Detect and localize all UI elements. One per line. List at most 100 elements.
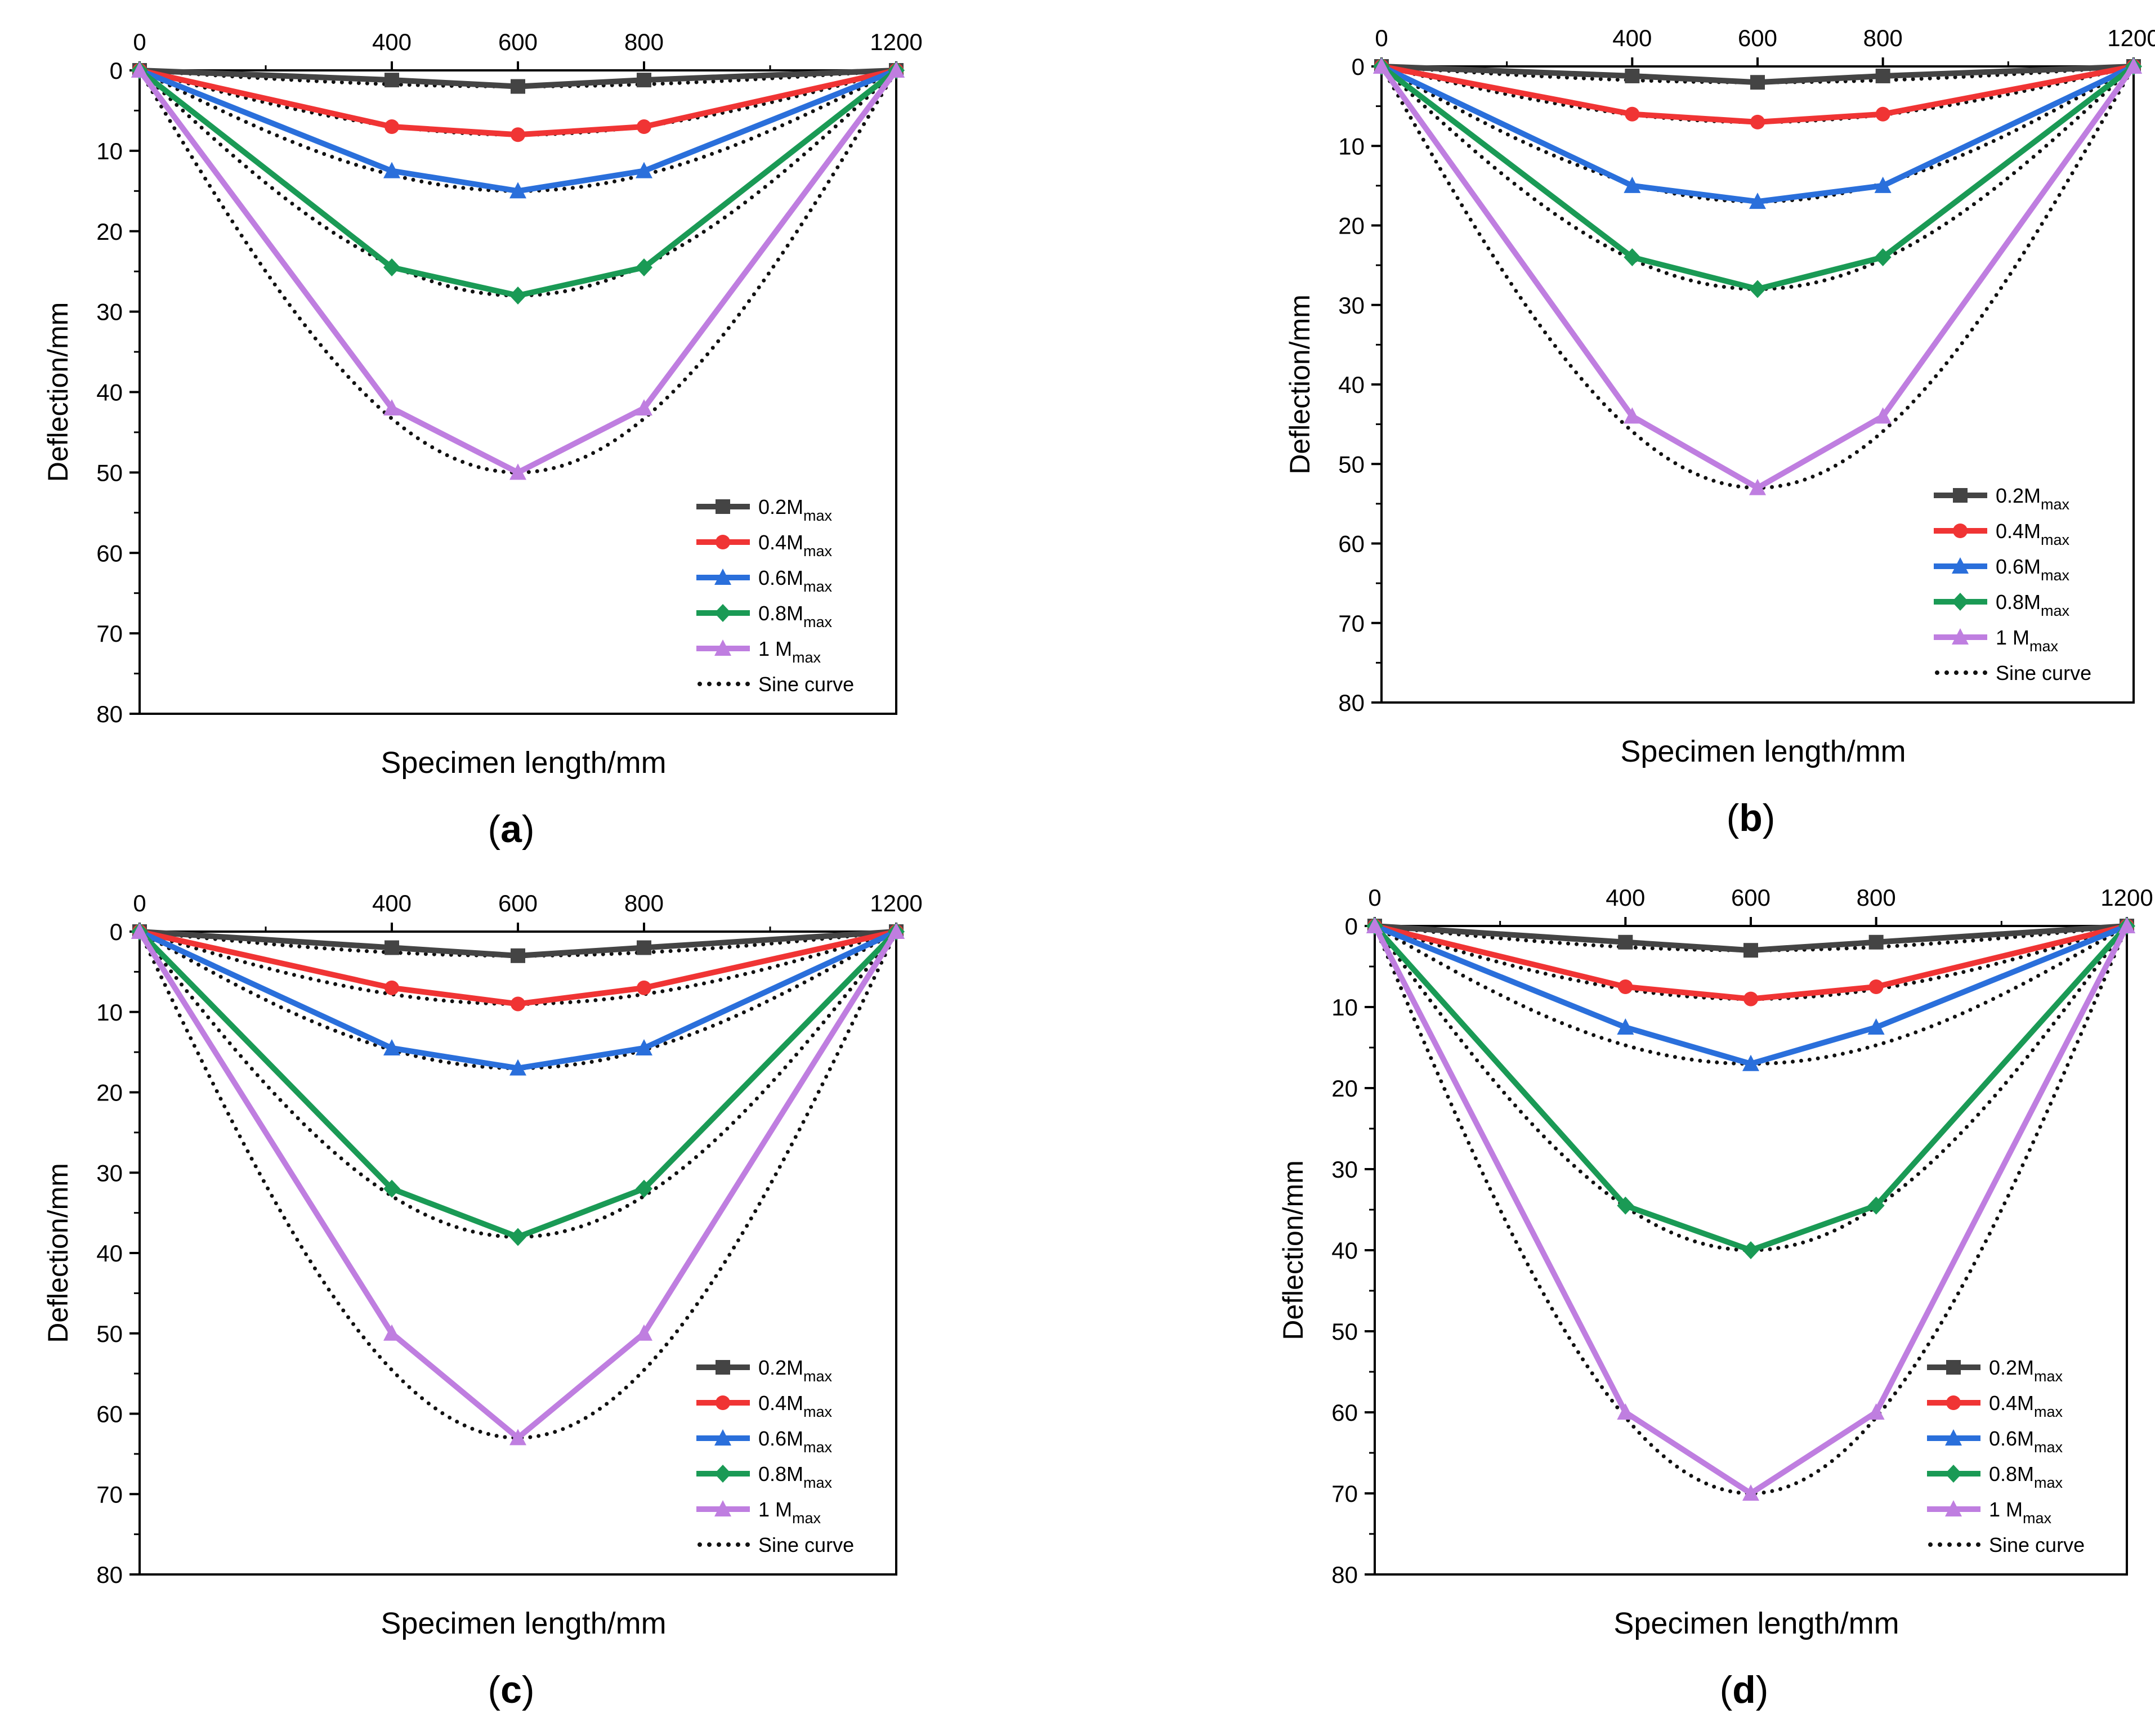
data-point (1749, 193, 1766, 209)
y-tick-label: 30 (1331, 1156, 1358, 1183)
y-tick-label: 10 (1338, 133, 1365, 159)
x-tick-label: 400 (1612, 25, 1652, 51)
panel-caption-open: ( (488, 1668, 500, 1711)
legend-label-base: 0.4M (1996, 520, 2041, 543)
legend-marker (1952, 593, 1969, 611)
legend-label-base: 0.8M (1989, 1462, 2034, 1486)
legend-label: 1 Mmax (758, 1498, 821, 1527)
legend-label: 0.6Mmax (758, 1427, 833, 1456)
data-point (1875, 106, 1890, 122)
legend-label-base: 0.6M (1989, 1427, 2034, 1450)
legend-marker (716, 1360, 730, 1375)
y-tick-label: 0 (110, 919, 123, 945)
data-point (636, 1179, 652, 1198)
x-tick-label: 800 (624, 29, 664, 55)
data-point (1743, 991, 1758, 1006)
data-point (637, 119, 651, 135)
legend-label: 1 Mmax (1996, 626, 2059, 655)
legend-label-base: 0.8M (1996, 590, 2041, 614)
legend-label: 0.2Mmax (1989, 1356, 2063, 1385)
sine-curve-0 (1379, 64, 2136, 84)
data-point (131, 61, 148, 78)
legend-label-sub: max (2034, 1368, 2063, 1385)
chart-panel-d: 0 400 600 800 1200 0 10 20 30 40 50 60 70 80 Deflectio… (1277, 884, 2153, 1711)
data-point (1617, 1403, 1634, 1420)
y-tick-label: 40 (96, 1240, 123, 1267)
data-point (1617, 1196, 1634, 1215)
data-point (1618, 979, 1633, 994)
y-tick-label: 20 (96, 1080, 123, 1106)
legend-marker (1946, 1395, 1961, 1410)
panel-caption-close: ) (1763, 797, 1776, 839)
data-point (1742, 1241, 1759, 1259)
x-tick-label: 800 (1857, 884, 1896, 911)
legend-label: 0.2Mmax (758, 495, 833, 524)
panel-caption-close: ) (522, 808, 535, 851)
y-tick-label: 60 (1338, 531, 1365, 557)
x-tick-label: 600 (1738, 25, 1777, 51)
legend-label-sub: max (2029, 638, 2059, 655)
x-tick-label: 1200 (2100, 884, 2153, 911)
data-point (509, 1429, 526, 1446)
data-point (383, 1039, 400, 1055)
data-point (384, 119, 399, 135)
data-point (1625, 106, 1640, 122)
legend-label-sub: max (803, 578, 833, 595)
x-tick-label: 800 (1863, 25, 1903, 51)
data-point (1749, 280, 1766, 298)
panel-caption-letter: b (1739, 797, 1763, 839)
legend-marker (1952, 557, 1969, 574)
data-point (636, 399, 652, 416)
panel-caption: (b) (1727, 797, 1776, 839)
data-point (2125, 57, 2142, 74)
y-tick-label: 60 (96, 540, 123, 566)
chart-panel-b: 0 400 600 800 1200 0 10 20 30 40 50 60 70 80 Deflectio… (1284, 25, 2155, 839)
y-tick-label: 30 (96, 1160, 123, 1186)
data-point (2118, 917, 2135, 933)
data-point (509, 1228, 526, 1246)
panel-caption-open: ( (1727, 797, 1740, 839)
legend-marker (714, 569, 731, 585)
panel-caption-letter: c (500, 1668, 522, 1711)
sine-curve-4 (137, 68, 898, 475)
legend-marker (714, 604, 731, 622)
legend-label-base: 1 M (1996, 626, 2029, 649)
x-axis-label: Specimen length/mm (1613, 1607, 1899, 1640)
data-point (888, 923, 905, 939)
legend-label-base: 0.6M (758, 1427, 803, 1450)
y-tick-label: 70 (1331, 1480, 1358, 1507)
panel-caption-letter: a (500, 808, 522, 851)
data-point (636, 1324, 652, 1341)
legend-marker (716, 535, 730, 549)
legend-label-sub: max (803, 1474, 833, 1491)
legend-label-base: 0.2M (758, 495, 803, 518)
data-point (1868, 979, 1884, 994)
y-tick-label: 20 (96, 218, 123, 245)
data-point (1874, 248, 1892, 266)
data-point (1875, 68, 1890, 83)
y-tick-label: 70 (96, 620, 123, 647)
legend-label-base: 1 M (1989, 1498, 2023, 1521)
data-point (1624, 176, 1641, 193)
x-tick-label: 0 (1368, 884, 1381, 911)
legend-label: Sine curve (758, 673, 854, 696)
legend-label-base: 0.2M (1989, 1356, 2034, 1379)
data-point (383, 162, 400, 178)
legend-label-sub: max (2041, 567, 2070, 584)
data-point (1867, 1196, 1885, 1215)
legend-label: 0.6Mmax (758, 566, 833, 595)
chart-panel-a: 0 400 600 800 1200 0 10 20 30 40 50 60 70 80 Deflectio… (42, 29, 923, 851)
data-point (636, 258, 652, 277)
x-tick-label: 1200 (870, 890, 922, 916)
y-axis-label: Deflection/mm (42, 302, 74, 482)
y-tick-label: 10 (96, 999, 123, 1026)
legend-label-sub: max (803, 507, 833, 524)
legend-label: 0.8Mmax (758, 1462, 833, 1491)
data-point (383, 1324, 400, 1341)
y-tick-label: 10 (1331, 994, 1358, 1021)
legend-label: 0.2Mmax (1996, 484, 2070, 513)
data-point (637, 940, 651, 955)
legend-marker (714, 1429, 731, 1446)
